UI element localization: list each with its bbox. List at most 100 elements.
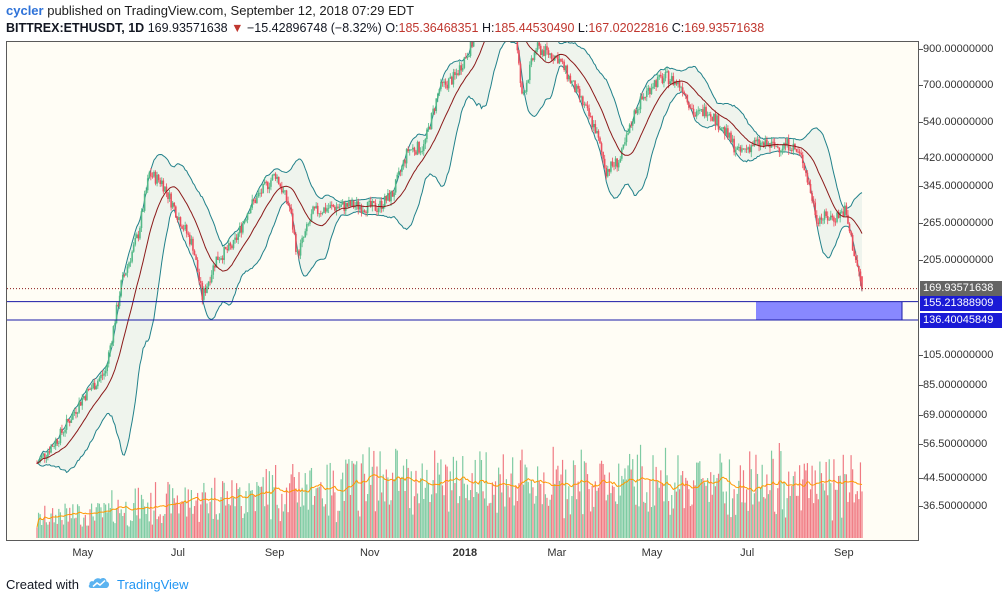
candle-body bbox=[207, 281, 210, 287]
volume-bar bbox=[594, 481, 596, 538]
candle-body bbox=[53, 446, 55, 447]
candle-body bbox=[390, 191, 392, 202]
candle-body bbox=[856, 259, 859, 267]
candle-body bbox=[157, 174, 160, 181]
candle-body bbox=[267, 182, 269, 190]
volume-bar bbox=[72, 504, 74, 538]
candle-body bbox=[193, 250, 196, 256]
volume-bar bbox=[741, 502, 743, 538]
volume-bar bbox=[502, 454, 504, 538]
volume-bar bbox=[142, 499, 144, 538]
candle-body bbox=[64, 429, 66, 433]
volume-bar bbox=[295, 488, 297, 538]
volume-bar bbox=[179, 503, 182, 538]
volume-bar bbox=[326, 464, 328, 538]
candle-body bbox=[68, 421, 71, 423]
candle-body bbox=[143, 193, 146, 211]
volume-bar bbox=[133, 503, 135, 538]
volume-bar bbox=[406, 459, 408, 538]
candle-body bbox=[711, 116, 714, 121]
candle-body bbox=[592, 123, 595, 128]
chart-plot-area[interactable] bbox=[6, 41, 919, 541]
candle-body bbox=[789, 150, 792, 151]
volume-bar bbox=[120, 509, 122, 538]
candle-body bbox=[51, 445, 54, 447]
volume-bar bbox=[505, 479, 508, 538]
volume-bar bbox=[705, 485, 707, 538]
volume-bar bbox=[516, 501, 518, 538]
volume-bar bbox=[739, 465, 741, 538]
volume-bar bbox=[580, 449, 582, 538]
volume-bar bbox=[214, 477, 216, 538]
volume-bar bbox=[328, 515, 330, 538]
candle-body bbox=[772, 141, 774, 143]
tradingview-logo-icon[interactable] bbox=[88, 575, 110, 591]
volume-bar bbox=[381, 492, 383, 538]
volume-bar bbox=[176, 495, 178, 538]
volume-bar bbox=[845, 474, 848, 538]
candle-body bbox=[369, 200, 372, 207]
time-axis[interactable]: May Jul Sep Nov 2018 Mar May Jul Sep bbox=[6, 541, 919, 563]
volume-bar bbox=[128, 526, 130, 538]
volume-bar bbox=[36, 527, 38, 538]
candle-body bbox=[285, 190, 288, 202]
volume-bar bbox=[844, 474, 846, 538]
volume-bar bbox=[513, 505, 515, 538]
volume-bar bbox=[262, 477, 264, 538]
candle-body bbox=[791, 150, 793, 151]
candle-body bbox=[775, 146, 778, 148]
volume-bar bbox=[535, 495, 537, 538]
publisher-username[interactable]: cycler bbox=[6, 3, 44, 18]
candle-body bbox=[379, 201, 381, 209]
volume-bar bbox=[190, 490, 192, 538]
candle-body bbox=[468, 55, 470, 58]
volume-bar bbox=[507, 485, 509, 538]
candle-body bbox=[107, 352, 110, 364]
volume-bar bbox=[597, 487, 600, 538]
price-tick-label: 44.50000000 bbox=[918, 471, 988, 484]
candle-body bbox=[597, 130, 600, 138]
candle-body bbox=[229, 243, 232, 246]
candle-body bbox=[59, 428, 62, 444]
volume-bar bbox=[67, 521, 69, 538]
volume-bar bbox=[225, 505, 227, 538]
candle-body bbox=[100, 374, 102, 379]
volume-bar bbox=[532, 487, 534, 538]
price-chart-svg[interactable] bbox=[7, 42, 919, 541]
volume-bar bbox=[391, 472, 394, 538]
price-axis[interactable]: 900.00000000 700.00000000 540.00000000 420.… bbox=[918, 41, 1007, 541]
candle-body bbox=[767, 143, 770, 147]
candle-body bbox=[594, 123, 597, 134]
tradingview-brand-link[interactable]: TradingView bbox=[117, 577, 189, 592]
candle-body bbox=[87, 388, 90, 390]
candle-body bbox=[664, 72, 667, 79]
publisher-text: published on TradingView.com, September … bbox=[47, 3, 415, 18]
candle-body bbox=[151, 176, 154, 178]
candle-body bbox=[571, 81, 573, 83]
volume-bar bbox=[39, 514, 41, 538]
candle-body bbox=[837, 212, 840, 218]
volume-bar bbox=[253, 495, 255, 538]
candle-body bbox=[121, 274, 124, 281]
candle-body bbox=[529, 64, 531, 81]
candle-body bbox=[859, 271, 862, 282]
volume-bar bbox=[643, 501, 645, 538]
candle-body bbox=[164, 186, 166, 192]
volume-bar bbox=[423, 498, 425, 538]
candle-body bbox=[111, 342, 113, 346]
candle-body bbox=[174, 206, 177, 218]
volume-bar bbox=[290, 474, 292, 538]
candle-body bbox=[539, 45, 542, 55]
volume-bar bbox=[551, 494, 553, 538]
volume-bar bbox=[250, 490, 252, 538]
candle-body bbox=[572, 80, 575, 82]
volume-bar bbox=[618, 463, 620, 538]
volume-bar bbox=[42, 519, 44, 538]
candle-body bbox=[619, 158, 622, 163]
volume-bar bbox=[714, 486, 717, 538]
volume-bar bbox=[86, 525, 88, 538]
candle-body bbox=[426, 129, 428, 140]
volume-bar bbox=[700, 479, 702, 538]
volume-bar bbox=[331, 495, 333, 538]
candle-body bbox=[591, 116, 593, 128]
